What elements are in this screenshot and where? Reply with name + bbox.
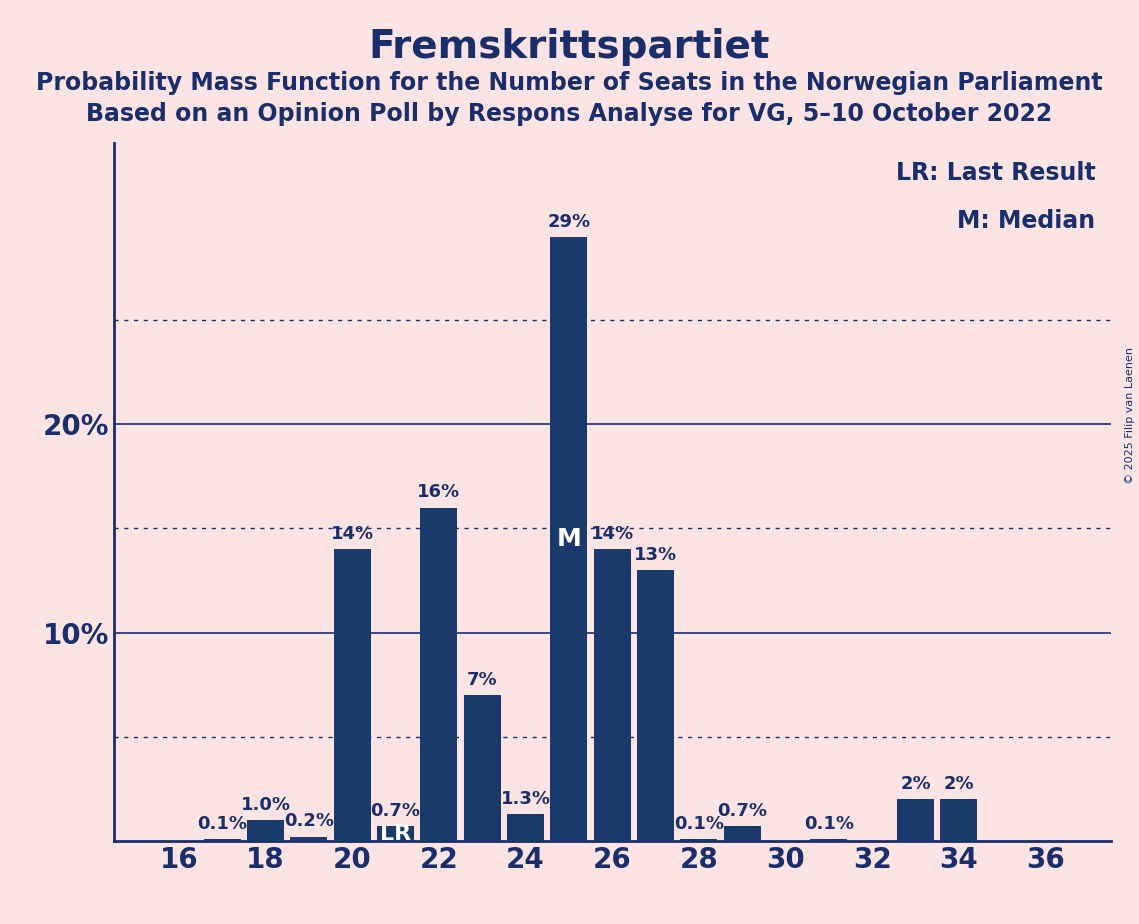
Text: 0.1%: 0.1%: [804, 815, 854, 833]
Text: 7%: 7%: [467, 671, 498, 688]
Bar: [204, 839, 240, 841]
Text: M: Median: M: Median: [958, 210, 1096, 234]
Bar: [507, 814, 544, 841]
Bar: [811, 839, 847, 841]
Bar: [723, 826, 761, 841]
Bar: [898, 799, 934, 841]
Text: LR: Last Result: LR: Last Result: [896, 161, 1096, 185]
Text: 0.1%: 0.1%: [674, 815, 724, 833]
Bar: [593, 549, 631, 841]
Bar: [377, 826, 413, 841]
Text: 2%: 2%: [900, 775, 931, 793]
Bar: [247, 820, 284, 841]
Bar: [290, 836, 327, 841]
Text: M: M: [557, 527, 581, 551]
Bar: [334, 549, 370, 841]
Bar: [464, 695, 501, 841]
Text: 29%: 29%: [548, 213, 590, 231]
Text: 0.2%: 0.2%: [284, 812, 334, 831]
Bar: [420, 507, 457, 841]
Text: Probability Mass Function for the Number of Seats in the Norwegian Parliament: Probability Mass Function for the Number…: [36, 71, 1103, 95]
Text: 2%: 2%: [943, 775, 974, 793]
Text: © 2025 Filip van Laenen: © 2025 Filip van Laenen: [1125, 347, 1134, 484]
Bar: [680, 839, 718, 841]
Text: 1.3%: 1.3%: [500, 789, 550, 808]
Bar: [941, 799, 977, 841]
Text: LR: LR: [380, 823, 411, 844]
Bar: [550, 237, 588, 841]
Text: 1.0%: 1.0%: [240, 796, 290, 814]
Text: 16%: 16%: [417, 483, 460, 502]
Text: Fremskrittspartiet: Fremskrittspartiet: [369, 28, 770, 66]
Text: 0.7%: 0.7%: [718, 802, 768, 820]
Text: 13%: 13%: [634, 546, 677, 564]
Text: 14%: 14%: [591, 525, 633, 543]
Text: 0.1%: 0.1%: [197, 815, 247, 833]
Text: Based on an Opinion Poll by Respons Analyse for VG, 5–10 October 2022: Based on an Opinion Poll by Respons Anal…: [87, 102, 1052, 126]
Bar: [637, 570, 674, 841]
Text: 0.7%: 0.7%: [370, 802, 420, 820]
Text: 14%: 14%: [330, 525, 374, 543]
